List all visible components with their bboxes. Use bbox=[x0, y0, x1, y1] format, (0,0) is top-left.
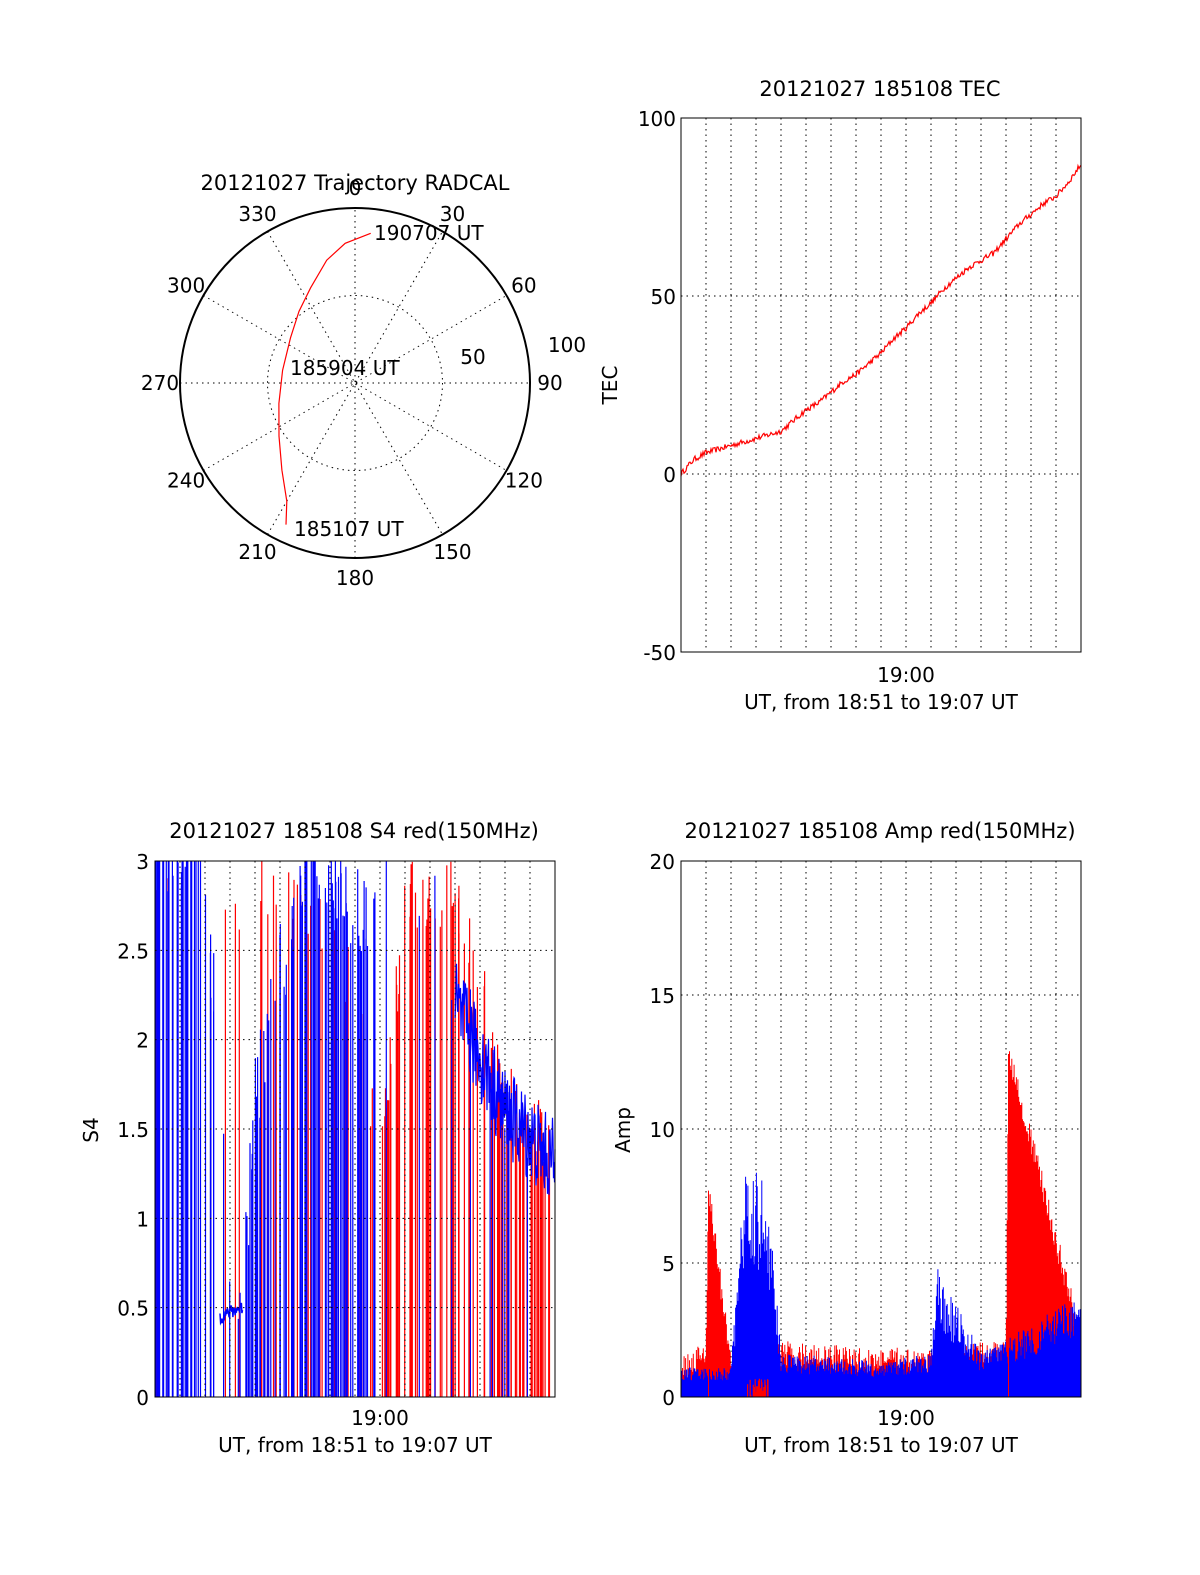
tec-series-line bbox=[680, 163, 1082, 477]
polar-angle-label: 30 bbox=[440, 202, 465, 226]
polar-annotation-end: 190707 UT bbox=[374, 221, 484, 245]
polar-plot: 20121027 Trajectory RADCAL 0 30 60 90 120 150… bbox=[141, 171, 586, 590]
polar-spoke bbox=[203, 295, 507, 471]
amp-plot: 20121027 185108 Amp red(150MHz) 20 15 10 5 0… bbox=[611, 819, 1082, 1457]
polar-angle-label: 0 bbox=[349, 176, 362, 200]
s4-ytick: 1 bbox=[136, 1207, 149, 1231]
polar-radial-label-100: 100 bbox=[548, 333, 586, 357]
amp-title: 20121027 185108 Amp red(150MHz) bbox=[684, 819, 1075, 843]
tec-xtick-1900: 19:00 bbox=[877, 663, 935, 687]
amp-red-burst bbox=[746, 1378, 769, 1397]
tec-ytick-50: 50 bbox=[651, 285, 676, 309]
s4-plot: 20121027 185108 S4 red(150MHz) 3 2.5 2 1.5 1… bbox=[79, 819, 556, 1457]
polar-radial-label-50: 50 bbox=[460, 345, 485, 369]
polar-title: 20121027 Trajectory RADCAL bbox=[201, 171, 510, 195]
amp-ytick: 15 bbox=[650, 984, 675, 1008]
polar-angle-label: 270 bbox=[141, 371, 179, 395]
amp-ylabel: Amp bbox=[611, 1107, 635, 1153]
tec-ytick-0: 0 bbox=[663, 463, 676, 487]
polar-angle-label: 300 bbox=[167, 274, 205, 298]
polar-spokes bbox=[180, 208, 530, 558]
tec-title: 20121027 185108 TEC bbox=[759, 77, 1000, 101]
polar-angle-label: 120 bbox=[505, 469, 543, 493]
polar-spoke bbox=[203, 295, 507, 471]
polar-angle-label: 150 bbox=[433, 540, 471, 564]
amp-yticks: 20 15 10 5 0 bbox=[650, 850, 675, 1410]
s4-ytick: 3 bbox=[136, 850, 149, 874]
tec-frame bbox=[680, 117, 1082, 653]
s4-xlabel: UT, from 18:51 to 19:07 UT bbox=[218, 1433, 493, 1457]
amp-ytick: 20 bbox=[650, 850, 675, 874]
s4-ytick: 1.5 bbox=[117, 1118, 149, 1142]
polar-spoke bbox=[267, 231, 443, 535]
polar-angle-label: 330 bbox=[238, 202, 276, 226]
s4-ytick: 0 bbox=[136, 1386, 149, 1410]
polar-angle-label: 210 bbox=[238, 540, 276, 564]
s4-yticks: 3 2.5 2 1.5 1 0.5 0 bbox=[117, 850, 149, 1410]
tec-grid bbox=[681, 118, 1081, 652]
s4-title: 20121027 185108 S4 red(150MHz) bbox=[169, 819, 539, 843]
tec-xlabel: UT, from 18:51 to 19:07 UT bbox=[744, 690, 1019, 714]
polar-trajectory-line bbox=[278, 232, 371, 525]
polar-annotation-mid: 185904 UT bbox=[290, 356, 400, 380]
s4-ylabel: S4 bbox=[79, 1117, 103, 1142]
polar-angle-label: 240 bbox=[167, 469, 205, 493]
polar-spoke bbox=[267, 231, 443, 535]
amp-ytick: 5 bbox=[662, 1252, 675, 1276]
s4-xtick-1900: 19:00 bbox=[351, 1406, 409, 1430]
polar-angle-label: 180 bbox=[336, 566, 374, 590]
tec-ytick-minus50: -50 bbox=[643, 641, 676, 665]
s4-frame bbox=[154, 860, 556, 1398]
polar-angle-labels: 0 30 60 90 120 150 180 210 240 270 300 330 bbox=[141, 176, 563, 590]
amp-ytick: 10 bbox=[650, 1118, 675, 1142]
polar-annotation-start: 185107 UT bbox=[294, 517, 404, 541]
s4-ytick: 2.5 bbox=[117, 939, 149, 963]
s4-ytick: 2 bbox=[136, 1029, 149, 1053]
s4-grid bbox=[155, 861, 555, 1397]
amp-xtick-1900: 19:00 bbox=[877, 1406, 935, 1430]
s4-blue-low-segment bbox=[219, 1302, 244, 1326]
amp-ytick: 0 bbox=[662, 1386, 675, 1410]
amp-xlabel: UT, from 18:51 to 19:07 UT bbox=[744, 1433, 1019, 1457]
tec-ytick-100: 100 bbox=[638, 107, 676, 131]
polar-angle-label: 90 bbox=[537, 371, 562, 395]
s4-ytick: 0.5 bbox=[117, 1297, 149, 1321]
polar-inner-ring bbox=[267, 295, 443, 471]
tec-plot: 20121027 185108 TEC 100 50 0 -50 TEC 19:… bbox=[598, 77, 1082, 714]
tec-ylabel: TEC bbox=[598, 366, 622, 406]
amp-frame bbox=[680, 860, 1082, 1398]
polar-angle-label: 60 bbox=[511, 274, 536, 298]
